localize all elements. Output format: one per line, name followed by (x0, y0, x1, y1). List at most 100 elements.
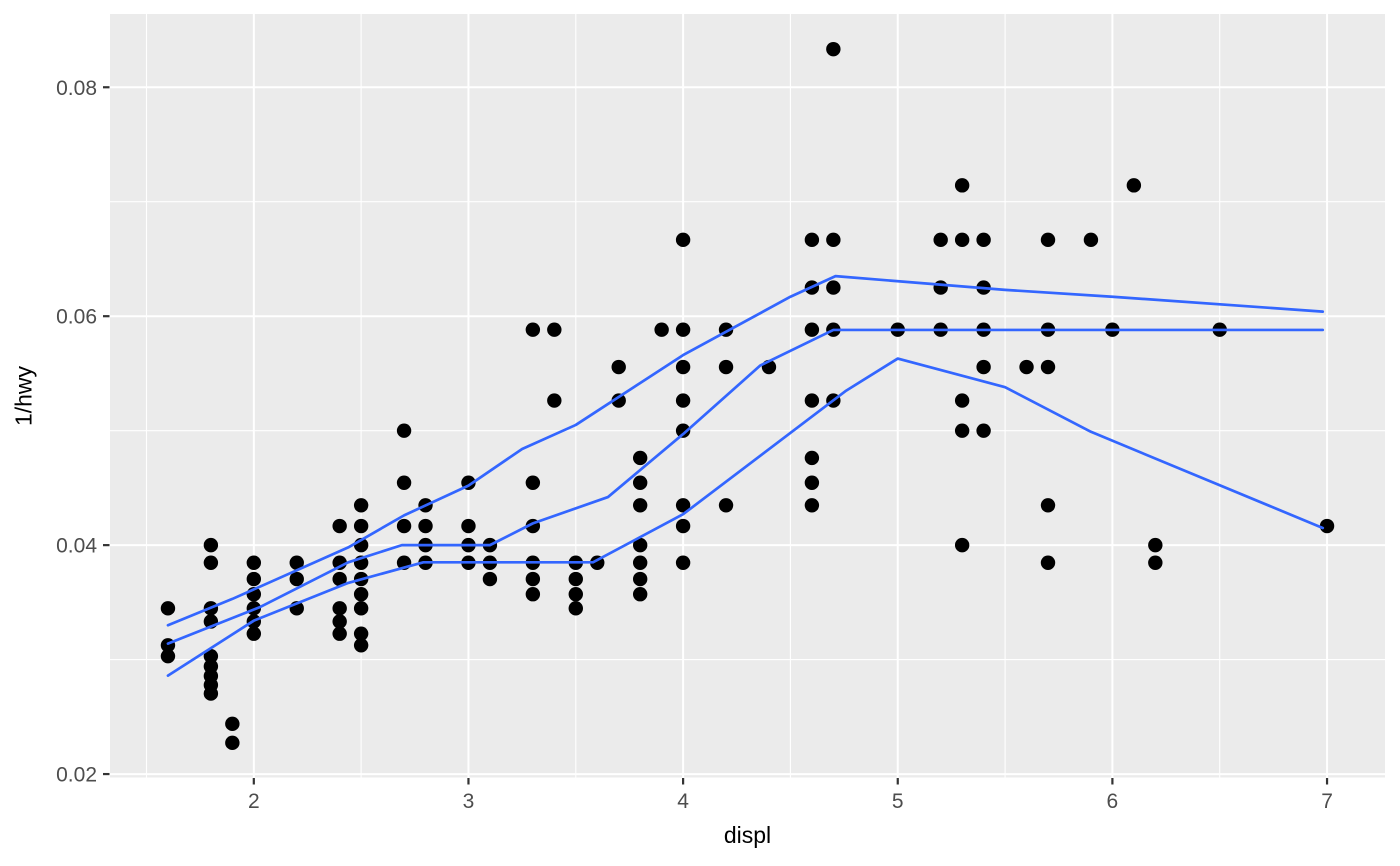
x-tick-label: 4 (677, 790, 689, 813)
data-point (718, 498, 734, 513)
data-point (353, 626, 369, 641)
data-point (396, 518, 412, 534)
data-point (353, 638, 369, 653)
data-point (976, 359, 991, 375)
data-point (976, 423, 991, 438)
data-point (1083, 232, 1099, 248)
scatter-points (160, 41, 1335, 751)
data-point (675, 232, 691, 248)
data-point (804, 232, 820, 248)
x-tick-label: 2 (248, 790, 260, 813)
panel-background (110, 14, 1385, 778)
data-point (547, 393, 562, 408)
data-point (611, 359, 626, 375)
data-point (203, 648, 219, 664)
data-point (353, 587, 369, 602)
data-point (804, 322, 820, 337)
data-point (632, 475, 648, 490)
data-point (289, 555, 304, 570)
y-axis-title: 1/hwy (10, 365, 37, 427)
data-point (632, 498, 648, 513)
data-point (675, 322, 691, 337)
data-point (675, 518, 691, 534)
data-point (568, 571, 583, 587)
data-point (525, 571, 541, 587)
data-point (976, 232, 991, 248)
data-point (1040, 359, 1056, 375)
data-point (160, 601, 176, 616)
y-axis-ticks: 0.02 0.04 0.06 0.08 (56, 77, 110, 787)
data-point (1040, 232, 1056, 248)
data-point (568, 587, 583, 602)
data-point (954, 423, 970, 438)
major-gridlines (110, 14, 1385, 778)
data-point (353, 498, 369, 513)
data-point (482, 571, 498, 587)
data-point (418, 518, 433, 534)
data-point (246, 626, 262, 641)
data-point (353, 518, 369, 534)
data-point (954, 178, 970, 193)
lower-quartile-line (166, 357, 1325, 677)
data-point (804, 475, 820, 490)
upper-quartile-line (166, 274, 1325, 627)
data-point (332, 601, 347, 616)
data-point (203, 537, 219, 553)
data-point (632, 555, 648, 570)
data-point (332, 571, 347, 587)
y-tick-label: 0.02 (56, 764, 97, 787)
data-point (246, 571, 262, 587)
data-point (933, 232, 948, 248)
data-point (547, 322, 562, 337)
x-tick-label: 6 (1107, 790, 1119, 813)
data-point (525, 475, 541, 490)
data-point (225, 735, 240, 751)
data-point (632, 571, 648, 587)
data-point (933, 280, 948, 295)
x-axis-ticks: 2 3 4 5 6 7 (248, 778, 1333, 813)
data-point (160, 648, 176, 664)
data-point (1040, 555, 1056, 570)
median-line (166, 328, 1325, 645)
data-point (396, 423, 412, 438)
data-point (654, 322, 669, 337)
data-point (568, 601, 583, 616)
data-point (675, 359, 691, 375)
data-point (718, 359, 734, 375)
data-point (1040, 498, 1056, 513)
data-point (826, 232, 841, 248)
data-point (804, 498, 820, 513)
data-point (396, 475, 412, 490)
data-point (332, 555, 347, 570)
data-point (1319, 518, 1335, 534)
data-point (353, 601, 369, 616)
data-point (1126, 178, 1142, 193)
data-point (804, 393, 820, 408)
data-point (225, 716, 240, 732)
x-tick-label: 5 (892, 790, 904, 813)
data-point (826, 41, 841, 57)
data-point (525, 322, 541, 337)
y-tick-label: 0.08 (56, 77, 97, 100)
minor-gridlines (110, 14, 1385, 778)
data-point (632, 537, 648, 553)
data-point (632, 587, 648, 602)
data-point (826, 280, 841, 295)
y-tick-label: 0.04 (56, 535, 97, 558)
data-point (954, 232, 970, 248)
data-point (461, 518, 476, 534)
data-point (246, 555, 262, 570)
data-point (332, 626, 347, 641)
data-point (332, 518, 347, 534)
data-point (1019, 359, 1034, 375)
data-point (632, 450, 648, 466)
data-point (289, 571, 304, 587)
data-point (332, 614, 347, 629)
data-point (804, 450, 820, 466)
data-point (954, 393, 970, 408)
data-point (675, 498, 691, 513)
x-tick-label: 7 (1321, 790, 1333, 813)
data-point (203, 686, 219, 701)
